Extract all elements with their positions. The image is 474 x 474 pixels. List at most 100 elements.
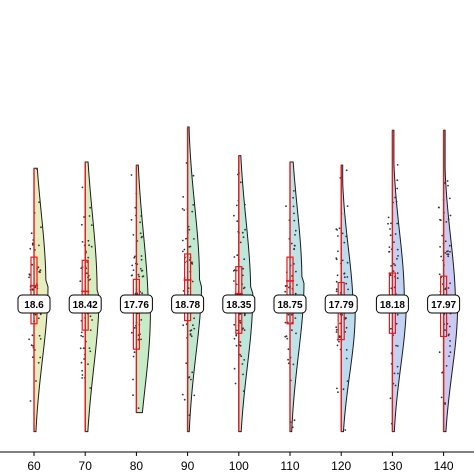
data-point <box>396 164 399 166</box>
data-point <box>131 331 133 334</box>
data-point <box>82 335 84 338</box>
data-point <box>347 288 349 291</box>
data-point <box>81 374 84 376</box>
data-point <box>394 233 397 235</box>
data-point <box>449 214 452 217</box>
median-label-110: 18.75 <box>277 300 302 311</box>
data-point <box>239 344 242 347</box>
data-point <box>141 275 144 278</box>
data-point <box>36 168 39 171</box>
data-point <box>441 234 444 237</box>
data-point <box>185 362 188 364</box>
data-point <box>29 247 32 250</box>
data-point <box>191 210 194 213</box>
data-point <box>292 363 295 366</box>
data-point <box>342 388 345 391</box>
data-point <box>39 271 41 274</box>
data-point <box>287 362 290 365</box>
data-point <box>80 223 83 226</box>
data-point <box>396 313 399 316</box>
data-point <box>242 373 244 376</box>
data-point <box>446 250 448 253</box>
median-label-140: 17.97 <box>431 300 456 311</box>
data-point <box>87 256 90 259</box>
data-point <box>239 319 242 322</box>
data-point <box>285 205 287 208</box>
data-point <box>345 357 348 360</box>
data-point <box>284 335 287 338</box>
data-point <box>293 419 296 422</box>
data-point <box>293 212 295 215</box>
data-point <box>388 250 390 253</box>
data-point <box>31 334 34 337</box>
data-point <box>437 206 440 209</box>
data-point <box>444 402 446 404</box>
data-point <box>390 222 392 225</box>
data-point <box>242 390 245 392</box>
data-point <box>243 329 246 331</box>
data-point <box>293 244 296 247</box>
data-point <box>193 238 195 240</box>
data-point <box>130 174 133 176</box>
data-point <box>31 263 34 266</box>
median-label-box-140 <box>427 294 461 314</box>
data-point <box>444 240 447 243</box>
data-point <box>438 351 441 354</box>
data-point <box>293 190 295 192</box>
data-point <box>233 256 236 258</box>
violin-90 <box>187 126 203 433</box>
data-point <box>89 387 92 389</box>
median-label-box-100 <box>222 294 256 314</box>
violin-130 <box>391 129 407 433</box>
x-tick-label-120: 120 <box>331 459 351 473</box>
data-point <box>133 256 136 259</box>
data-point <box>448 325 451 328</box>
data-point <box>39 338 42 340</box>
data-point <box>294 317 297 319</box>
data-point <box>88 215 91 217</box>
data-point <box>290 313 293 316</box>
data-point <box>87 239 90 242</box>
median-label-120: 17.79 <box>329 300 354 311</box>
data-point <box>30 232 33 235</box>
data-point <box>138 275 141 278</box>
data-point <box>185 237 187 240</box>
data-point <box>387 222 389 225</box>
data-point <box>31 242 34 245</box>
data-point <box>284 321 287 324</box>
data-point <box>90 245 93 248</box>
data-point <box>388 246 391 249</box>
data-point <box>394 264 396 267</box>
data-point <box>396 248 399 251</box>
box-80 <box>132 278 140 350</box>
data-point <box>243 258 246 261</box>
data-point <box>446 253 449 256</box>
data-point <box>241 363 244 365</box>
data-point <box>242 267 245 270</box>
data-point <box>396 365 399 368</box>
data-point <box>387 216 390 219</box>
data-point <box>183 398 186 401</box>
data-point <box>396 187 399 190</box>
data-point <box>335 331 338 333</box>
data-point <box>236 220 239 223</box>
data-point <box>132 355 135 358</box>
data-point <box>182 324 185 327</box>
data-point <box>190 378 192 381</box>
data-point <box>234 382 237 385</box>
x-tick-label-140: 140 <box>434 459 454 473</box>
data-point <box>447 218 450 221</box>
data-point <box>80 334 83 337</box>
data-point <box>241 231 244 234</box>
data-point <box>396 277 399 280</box>
data-point <box>233 337 236 340</box>
data-point <box>343 276 346 279</box>
data-point <box>137 273 140 276</box>
data-point <box>88 347 91 349</box>
median-label-60: 18.6 <box>24 300 44 311</box>
data-point <box>338 227 341 230</box>
data-point <box>397 255 399 257</box>
data-point <box>139 221 142 224</box>
data-point <box>239 341 242 343</box>
data-point <box>396 222 399 225</box>
